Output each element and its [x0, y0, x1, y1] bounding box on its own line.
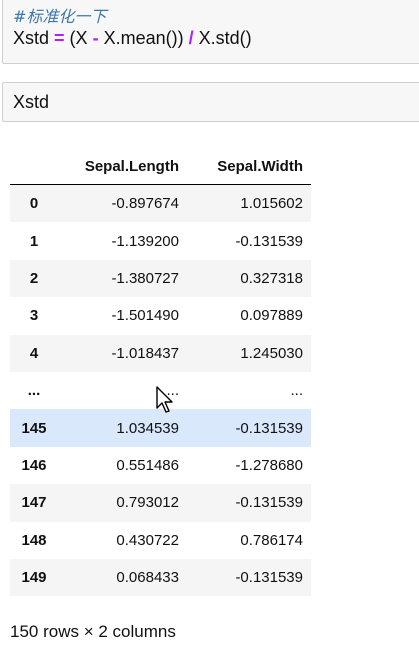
table-row[interactable]: 3 -1.501490 0.097889 [10, 297, 311, 335]
code-div-op: / [188, 28, 194, 48]
cell-sepal-length: 0.793012 [116, 494, 179, 512]
table-row[interactable]: 149 0.068433 -0.131539 [10, 558, 311, 597]
input-cell[interactable]: Xstd [2, 82, 419, 122]
table-row[interactable]: 148 0.430722 0.786174 [10, 521, 311, 559]
row-index: 2 [29, 269, 39, 287]
cell-sepal-width: ... [290, 382, 303, 400]
cell-sepal-length: 0.551486 [116, 456, 179, 474]
cell-sepal-width: 1.245030 [240, 344, 303, 362]
input-cell-text: Xstd [13, 92, 50, 112]
cell-sepal-width: -0.131539 [235, 494, 303, 512]
cell-sepal-width: -0.131539 [235, 232, 303, 250]
table-row[interactable]: 147 0.793012 -0.131539 [10, 484, 311, 522]
column-header: Sepal.Width [179, 148, 311, 185]
code-expr-3: X.std() [193, 28, 252, 48]
cell-sepal-width: 1.015602 [240, 195, 303, 213]
cell-sepal-width: 0.786174 [240, 531, 303, 549]
table-row[interactable]: 2 -1.380727 0.327318 [10, 259, 311, 298]
row-index: 0 [29, 195, 39, 213]
code-expr-2: X.mean()) [98, 28, 189, 48]
row-index: 4 [29, 344, 39, 362]
code-var: Xstd [13, 28, 50, 48]
index-header [10, 148, 62, 185]
cell-sepal-length: 0.068433 [116, 569, 179, 587]
code-cell[interactable]: #标准化一下 Xstd = (X - X.mean()) / X.std() [2, 0, 419, 64]
table-header-row: Sepal.Length Sepal.Width [10, 148, 311, 185]
cell-sepal-width: -0.131539 [235, 419, 303, 437]
row-index: 145 [21, 419, 47, 437]
cell-sepal-length: 0.430722 [116, 531, 179, 549]
code-minus-op: - [92, 28, 99, 48]
table-row[interactable]: 4 -1.018437 1.245030 [10, 334, 311, 372]
table-row[interactable]: 145 1.034539 -0.131539 [10, 409, 311, 447]
row-index: 146 [21, 456, 47, 474]
cell-sepal-length: ... [166, 382, 179, 400]
cell-sepal-width: -1.278680 [235, 456, 303, 474]
row-count-label: 150 rows × 2 columns [10, 622, 176, 641]
code-expr-1: (X [69, 28, 93, 48]
cell-sepal-width: 0.097889 [240, 307, 303, 325]
row-index: 1 [29, 232, 39, 250]
table-row[interactable]: 1 -1.139200 -0.131539 [10, 222, 311, 260]
dataframe-table: Sepal.Length Sepal.Width 0 -0.897674 1.015… [10, 148, 311, 597]
code-line: Xstd = (X - X.mean()) / X.std() [13, 28, 252, 49]
table-row[interactable]: 0 -0.897674 1.015602 [10, 184, 311, 223]
row-index: 147 [21, 494, 47, 512]
cell-sepal-length: -1.380727 [111, 269, 179, 287]
row-index: 149 [21, 569, 47, 587]
code-comment: #标准化一下 [13, 7, 107, 26]
cell-sepal-length: -1.501490 [111, 307, 179, 325]
row-index: ... [27, 382, 41, 400]
column-header: Sepal.Length [62, 148, 179, 185]
cell-sepal-length: -1.018437 [111, 344, 179, 362]
cell-sepal-length: -0.897674 [111, 195, 179, 213]
row-index: 3 [29, 307, 39, 325]
cell-sepal-length: -1.139200 [111, 232, 179, 250]
cell-sepal-width: -0.131539 [235, 569, 303, 587]
code-assign-op: = [49, 28, 70, 48]
row-index: 148 [21, 531, 47, 549]
cell-sepal-width: 0.327318 [240, 269, 303, 287]
table-row[interactable]: 146 0.551486 -1.278680 [10, 446, 311, 485]
cell-sepal-length: 1.034539 [116, 419, 179, 437]
mouse-cursor-icon [156, 386, 173, 413]
